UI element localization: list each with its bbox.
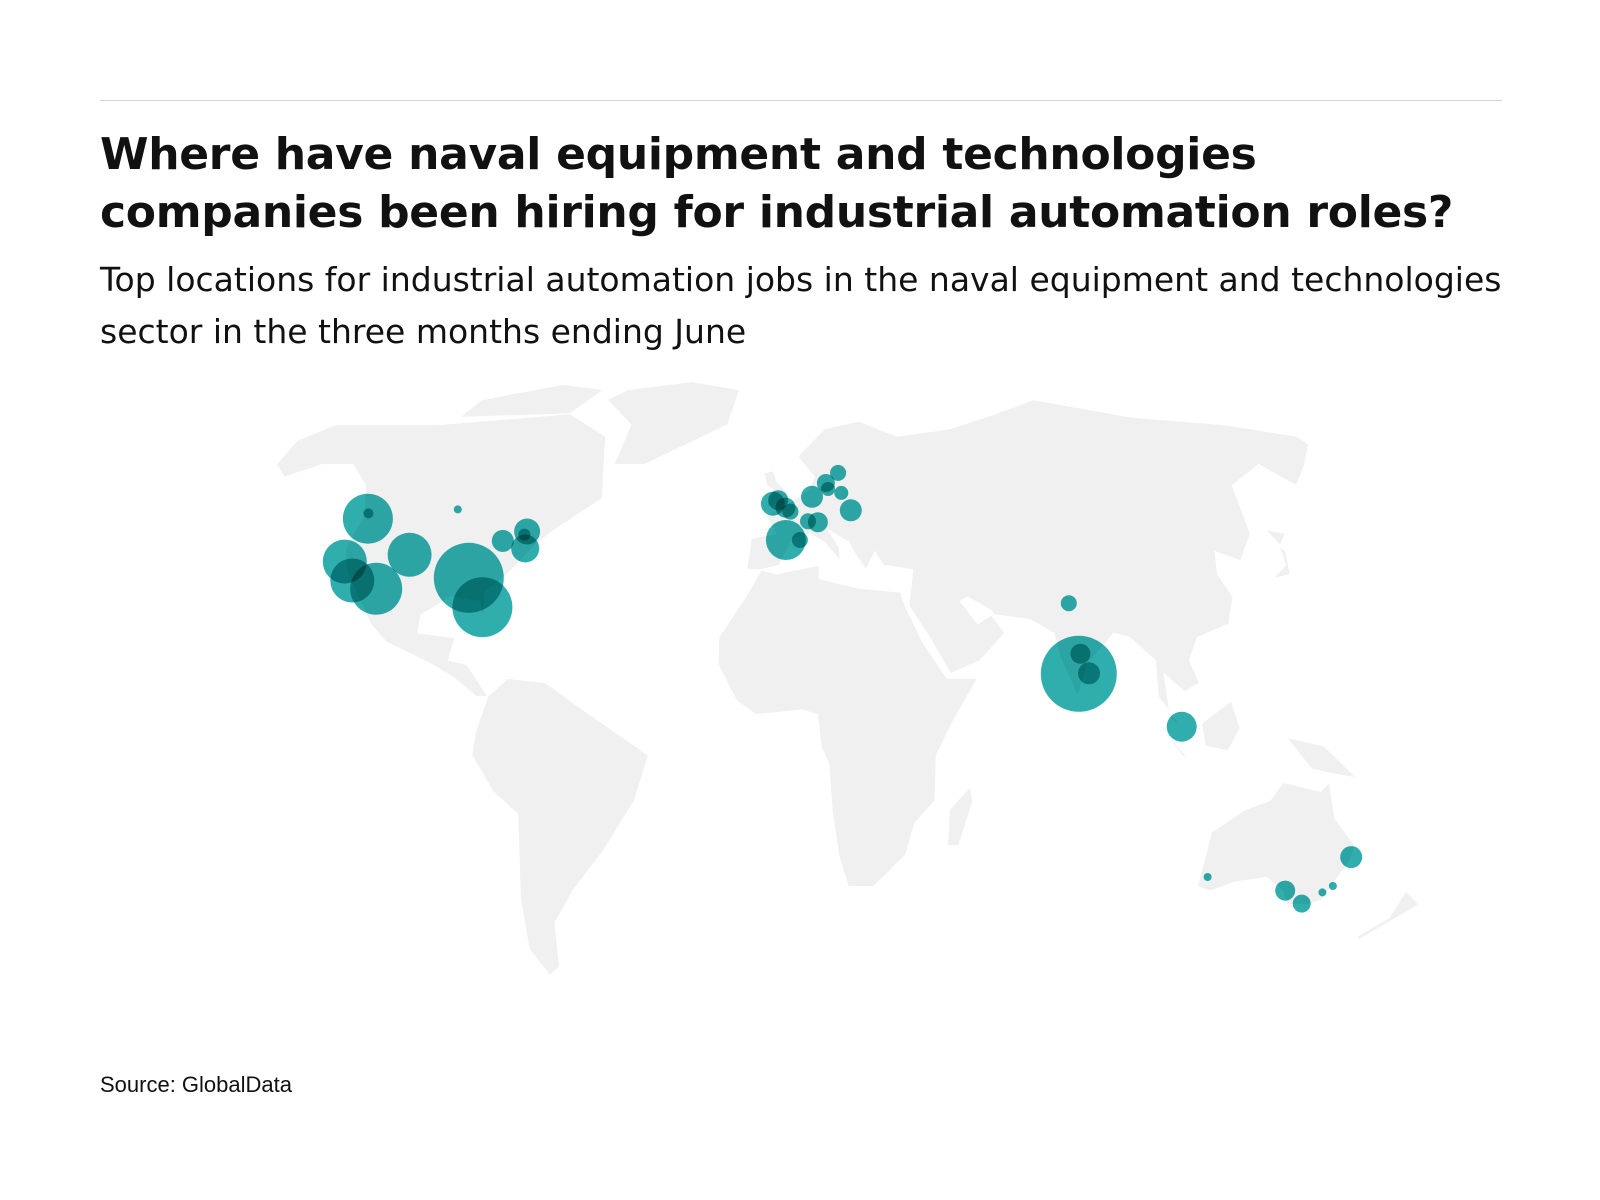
location-bubble [839, 499, 862, 522]
location-bubble [1275, 880, 1296, 901]
chart-title: Where have naval equipment and technolog… [100, 129, 1454, 238]
landmass-madagascar [946, 785, 974, 847]
location-bubble [1070, 643, 1091, 664]
land-layer [275, 381, 1421, 977]
bubble-layer [322, 464, 1363, 913]
location-bubble [1078, 662, 1100, 685]
location-bubble [350, 562, 403, 615]
location-bubble [363, 508, 374, 519]
landmass-arctic-islands [458, 383, 606, 418]
location-bubble [782, 503, 799, 520]
location-bubble [834, 485, 849, 500]
location-bubble [511, 534, 540, 563]
location-bubble [491, 529, 514, 552]
location-bubble [791, 532, 808, 548]
location-bubble [800, 513, 816, 530]
location-bubble [1318, 888, 1327, 897]
landmass-japan [1260, 528, 1291, 593]
landmass-new-zealand [1357, 890, 1421, 942]
landmass-sumatra [1147, 709, 1190, 761]
landmass-greenland [606, 381, 741, 465]
location-bubble [1203, 873, 1212, 881]
source-note: Source: GlobalData [100, 1072, 292, 1097]
location-bubble [765, 520, 806, 560]
landmass-south-america [471, 677, 649, 977]
top-divider [100, 100, 1502, 101]
location-bubble [821, 482, 835, 496]
location-bubble [1060, 595, 1077, 612]
location-bubble [342, 493, 393, 544]
location-bubble [801, 485, 823, 508]
location-bubble [387, 532, 432, 577]
landmass-eurasia [746, 399, 1310, 729]
landmass-new-guinea [1284, 736, 1359, 779]
location-bubble [1328, 882, 1337, 890]
location-bubble [830, 464, 847, 481]
location-bubble [453, 505, 462, 514]
location-bubble [452, 577, 513, 638]
world-map [275, 381, 1421, 977]
location-bubble [1340, 846, 1363, 869]
landmass-borneo [1201, 700, 1241, 752]
landmass-africa [717, 564, 979, 887]
location-bubble [518, 528, 531, 541]
location-bubble [1292, 894, 1311, 913]
chart-subtitle: Top locations for industrial automation … [100, 260, 1502, 351]
location-bubble [1166, 711, 1197, 742]
